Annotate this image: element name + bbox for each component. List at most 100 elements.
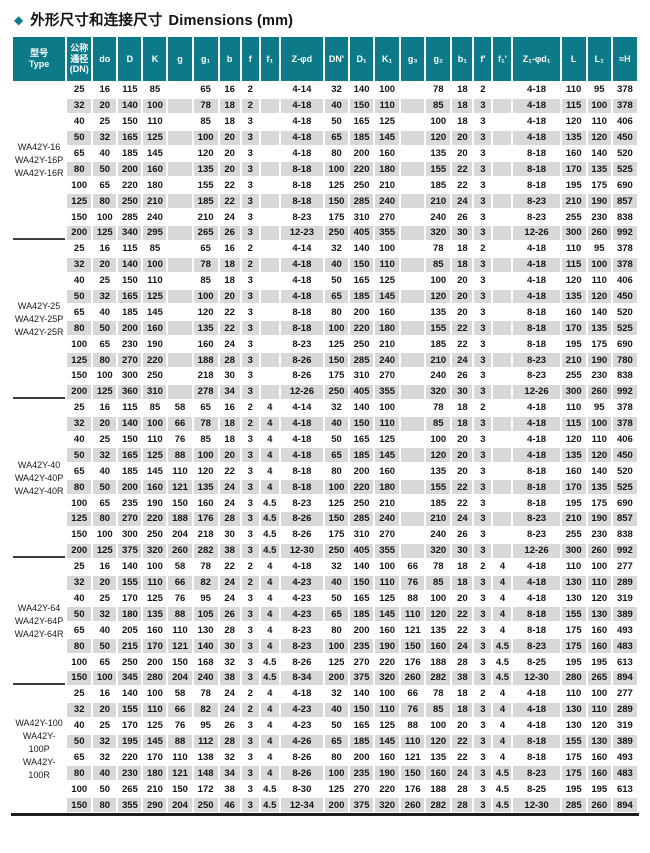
table-cell: 100: [375, 241, 400, 256]
table-cell: 4.5: [260, 496, 279, 511]
table-cell: 3: [474, 257, 492, 272]
table-row: 32 20 155 110 66 82 24 2 4 4-23 40 150 110 76 85 18 3 4 4-…: [13, 575, 637, 590]
table-cell: 25: [93, 432, 117, 447]
table-cell: 3: [241, 512, 259, 526]
table-cell: 260: [587, 798, 611, 812]
table-cell: 210: [143, 194, 167, 209]
table-row: 40 25 170 125 76 95 24 3 4 4-23 50 165 125 88 100 20 3 4 4…: [13, 591, 637, 606]
table-cell: [401, 289, 425, 304]
table-cell: 255: [561, 369, 586, 383]
table-cell: 200: [118, 321, 142, 336]
table-cell: 3: [241, 464, 259, 479]
column-header: f₁': [493, 37, 512, 81]
table-cell: 110: [561, 559, 586, 574]
table-cell: 3: [474, 146, 492, 161]
table-cell: 190: [143, 337, 167, 352]
table-cell: 4-14: [280, 83, 323, 97]
table-cell: [401, 305, 425, 320]
column-header: f: [241, 37, 259, 81]
table-row: 32 20 140 100 66 78 18 2 4 4-18 40 150 110 85 18 3 4-18 1…: [13, 416, 637, 431]
table-cell: [260, 384, 279, 399]
table-cell: 145: [143, 305, 167, 320]
table-cell: 18: [452, 257, 473, 272]
table-cell: 300: [118, 527, 142, 542]
table-cell: 18: [219, 257, 240, 272]
table-row: 125 80 270 220 188 176 28 3 4.5 8-26 150 285 240 210 2…: [13, 512, 637, 526]
table-cell: 150: [324, 512, 349, 526]
table-cell: 112: [193, 734, 218, 749]
table-cell: 22: [452, 623, 473, 638]
table-cell: 150: [168, 655, 192, 669]
table-cell: 24: [452, 194, 473, 209]
table-cell: 165: [118, 289, 142, 304]
table-cell: 65: [93, 337, 117, 352]
table-cell: 78: [193, 686, 218, 701]
table-cell: 185: [350, 130, 374, 145]
table-cell: 50: [67, 607, 92, 622]
table-cell: 218: [193, 369, 218, 383]
table-cell: 120: [193, 305, 218, 320]
table-cell: 195: [561, 496, 586, 511]
table-cell: 95: [193, 718, 218, 733]
table-cell: 190: [375, 766, 400, 781]
table-cell: 135: [193, 321, 218, 336]
table-cell: 24: [219, 575, 240, 590]
table-cell: 88: [168, 607, 192, 622]
table-cell: 16: [93, 241, 117, 256]
table-cell: 3: [474, 655, 492, 669]
table-cell: 4: [493, 734, 512, 749]
table-cell: 40: [324, 575, 349, 590]
table-cell: [401, 178, 425, 193]
column-header: ≈H: [612, 37, 637, 81]
table-cell: 165: [350, 591, 374, 606]
table-cell: 100: [587, 686, 611, 701]
table-cell: 8-23: [513, 512, 560, 526]
table-cell: 320: [143, 543, 167, 558]
table-cell: [260, 226, 279, 240]
table-cell: 185: [426, 178, 451, 193]
table-cell: 65: [324, 130, 349, 145]
table-cell: 85: [426, 98, 451, 113]
table-cell: 220: [350, 480, 374, 495]
table-cell: 378: [612, 83, 637, 97]
table-cell: 8-23: [513, 194, 560, 209]
column-header: do: [93, 37, 117, 81]
table-cell: 24: [219, 591, 240, 606]
table-cell: 100: [67, 782, 92, 797]
table-cell: 25: [67, 400, 92, 415]
table-cell: [401, 321, 425, 336]
table-row: 80 50 200 160 135 20 3 8-18 100 220 180 155 22 3 8-18 1…: [13, 162, 637, 177]
table-cell: 150: [118, 114, 142, 129]
table-row: 150 100 345 280 204 240 38 3 4.5 8-34 200 375 320 260…: [13, 670, 637, 685]
table-cell: 360: [118, 384, 142, 399]
table-row: 80 50 215 170 121 140 30 3 4 8-23 100 235 190 150 160 2…: [13, 639, 637, 654]
table-cell: 165: [350, 273, 374, 288]
table-cell: 3: [474, 750, 492, 765]
table-cell: 20: [452, 432, 473, 447]
table-cell: 8-18: [280, 194, 323, 209]
table-cell: 20: [452, 146, 473, 161]
table-cell: 210: [143, 782, 167, 797]
table-cell: 320: [426, 226, 451, 240]
table-cell: 100: [143, 98, 167, 113]
table-cell: 20: [452, 305, 473, 320]
table-cell: 230: [118, 337, 142, 352]
table-cell: 20: [452, 464, 473, 479]
column-header: 公称 通径 (DN): [67, 37, 92, 81]
table-cell: 3: [474, 480, 492, 495]
table-cell: 40: [93, 623, 117, 638]
table-cell: 180: [375, 321, 400, 336]
table-cell: 125: [324, 178, 349, 193]
table-cell: 200: [67, 543, 92, 558]
table-cell: 100: [324, 766, 349, 781]
table-cell: 110: [375, 575, 400, 590]
table-cell: 250: [324, 384, 349, 399]
table-cell: 20: [93, 98, 117, 113]
table-cell: 3: [241, 432, 259, 447]
table-cell: 2: [241, 575, 259, 590]
table-cell: 20: [93, 702, 117, 717]
table-cell: 2: [241, 257, 259, 272]
table-cell: 204: [168, 670, 192, 685]
table-row: 50 32 165 125 100 20 3 4-18 65 185 145 120 20 3 4-18 13…: [13, 130, 637, 145]
